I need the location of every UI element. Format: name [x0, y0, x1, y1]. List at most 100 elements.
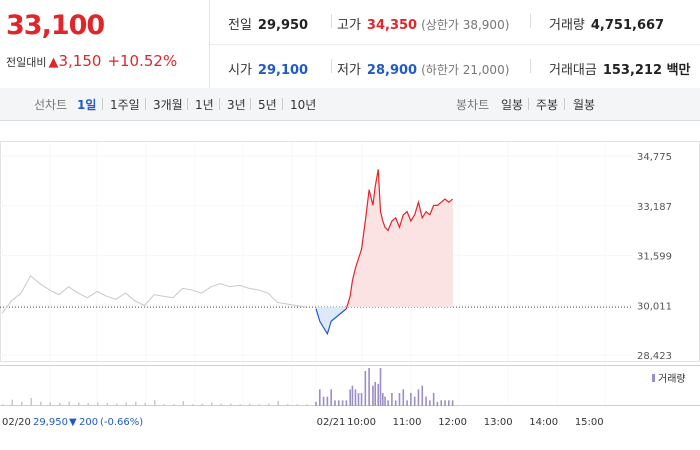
volume-bar: [368, 368, 370, 406]
tab-monthly-candle[interactable]: 월봉: [573, 98, 596, 112]
y-tick-label: 30,011: [637, 301, 672, 312]
price-chart: 34,775 33,187 31,599 30,011 28,423 02/21 10:0…: [0, 141, 700, 428]
tab-weekly-candle[interactable]: 주봉: [536, 98, 559, 112]
volume-bar: [429, 400, 431, 406]
open-value: 29,100: [257, 63, 309, 78]
volume-bar: [239, 404, 241, 406]
volume-bar: [398, 393, 401, 406]
volume-bar: [421, 385, 424, 406]
volume-bar: [451, 400, 454, 406]
y-tick-label: 28,423: [637, 351, 672, 362]
volume-bar: [106, 403, 108, 406]
tab-1w[interactable]: 1주일: [110, 98, 140, 112]
quote-panel: 33,100 전일대비 ▲3,150 +10.52% 전일 29,950 고가 34,3…: [0, 0, 700, 89]
y-tick-label: 31,599: [637, 252, 672, 263]
current-price: 33,100: [6, 10, 105, 41]
tab-10y[interactable]: 10년: [290, 98, 317, 112]
tab-1y[interactable]: 1년: [195, 98, 214, 112]
y-tick-label: 33,187: [637, 202, 672, 213]
volume-bar: [21, 401, 23, 406]
volume-bar: [11, 399, 13, 406]
x-tick-label: 12:00: [438, 417, 467, 428]
prev-day-change-pct: (-0.66%): [100, 417, 143, 428]
volume-bar: [135, 401, 137, 406]
y-axis-ticks: 34,775 33,187 31,599 30,011 28,423: [637, 152, 672, 362]
volume-bar: [410, 393, 412, 406]
volume-bar: [59, 403, 61, 406]
volume-bar: [322, 396, 325, 406]
volume-bar: [97, 402, 99, 406]
volume-label: 거래량: [549, 18, 585, 33]
tab-3y[interactable]: 3년: [227, 98, 246, 112]
volume-bar: [249, 403, 251, 406]
tab-5y[interactable]: 5년: [258, 98, 277, 112]
volume-bar: [425, 396, 427, 406]
volume-legend-label: 거래량: [658, 373, 686, 385]
volume-bar: [387, 400, 389, 406]
volume-bar: [444, 400, 446, 406]
chart-tab-bar: 선차트 1일 1주일 3개월 1년 3년 5년 10년 봉차트 일봉 주봉 월봉: [0, 88, 700, 121]
volume-bar: [334, 400, 336, 406]
volume-bar: [116, 403, 118, 406]
amount-cell: 거래대금 153,212 백만: [549, 59, 691, 78]
x-axis-ticks: 02/21 10:00 11:00 12:00 13:00 14:00 15:00: [317, 417, 604, 428]
volume-bar: [78, 402, 80, 406]
chart-grid: [0, 141, 700, 406]
price-lines: [1, 169, 453, 336]
change-row: 전일대비 ▲3,150 +10.52%: [6, 52, 177, 70]
low-cell: 저가 28,900 (하한가 21,000): [337, 59, 509, 78]
volume-bar: [40, 401, 42, 406]
lower-limit: (하한가 21,000): [421, 63, 510, 77]
volume-bar: [337, 400, 340, 406]
volume-bar: [379, 368, 382, 406]
change-amount: 3,150: [58, 52, 102, 70]
x-tick-label: 15:00: [575, 417, 604, 428]
volume-bar: [349, 389, 351, 406]
volume-bar: [377, 383, 380, 406]
volume-value: 4,751,667: [590, 18, 665, 33]
open-label: 시가: [228, 63, 252, 78]
volume-bar: [306, 404, 308, 406]
tab-daily-candle[interactable]: 일봉: [501, 98, 524, 112]
volume-bars: [2, 368, 454, 406]
volume-bar: [374, 382, 376, 406]
volume-bar: [296, 404, 298, 406]
change-percent: +10.52%: [107, 52, 178, 70]
tab-3m[interactable]: 3개월: [153, 98, 183, 112]
volume-legend-swatch: [652, 374, 655, 382]
volume-bar: [2, 404, 4, 406]
volume-bar: [372, 385, 374, 406]
volume-bar: [364, 371, 367, 406]
plot-frame: [0, 141, 700, 362]
volume-bar: [330, 389, 332, 406]
volume-bar: [345, 400, 348, 406]
volume-cell: 거래량 4,751,667: [549, 14, 664, 33]
volume-bar: [406, 400, 408, 406]
volume-bar: [258, 404, 260, 406]
volume-bar: [360, 393, 363, 406]
prev-close-label: 전일: [228, 18, 252, 33]
high-cell: 고가 34,350 (상한가 38,900): [337, 14, 509, 33]
up-triangle-icon: ▲: [48, 55, 59, 70]
volume-bar: [341, 400, 344, 406]
volume-bar: [49, 402, 51, 406]
volume-bar: [413, 396, 416, 406]
volume-bar: [173, 404, 175, 406]
volume-bar: [384, 396, 386, 406]
volume-bar: [315, 401, 317, 406]
down-triangle-icon: ▼: [69, 417, 77, 428]
volume-legend: 거래량: [652, 373, 686, 385]
volume-bar: [230, 403, 232, 406]
high-value: 34,350: [366, 18, 418, 33]
open-cell: 시가 29,100: [228, 59, 308, 78]
volume-bar: [351, 385, 354, 406]
prev-day-close: 29,950: [33, 417, 68, 428]
x-tick-label: 14:00: [529, 417, 558, 428]
down-fill: [316, 307, 347, 334]
volume-bar: [268, 403, 270, 406]
volume-bar: [182, 401, 184, 406]
volume-bar: [287, 404, 289, 406]
change-label: 전일대비: [6, 56, 47, 69]
tab-1d[interactable]: 1일: [77, 98, 97, 112]
volume-bar: [30, 398, 32, 406]
